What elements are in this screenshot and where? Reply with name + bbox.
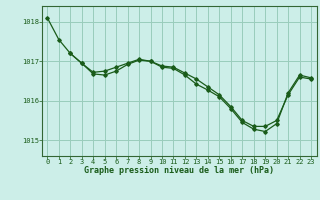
X-axis label: Graphe pression niveau de la mer (hPa): Graphe pression niveau de la mer (hPa) xyxy=(84,166,274,175)
